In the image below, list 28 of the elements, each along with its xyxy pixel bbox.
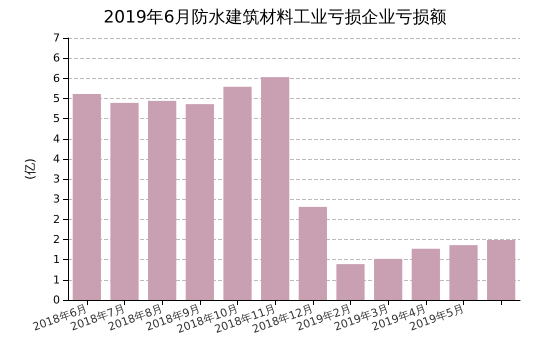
y-axis-title: (亿) (23, 158, 37, 180)
bar (261, 77, 290, 300)
y-tick-label: 4 (53, 152, 60, 166)
y-tick-label: 0 (53, 294, 60, 306)
bar (412, 248, 440, 300)
bar (186, 104, 214, 300)
y-tick-label: 6 (53, 72, 60, 85)
y-tick-label: 3 (53, 192, 60, 206)
bar (298, 206, 327, 300)
bar (223, 86, 252, 300)
bar (374, 258, 402, 300)
bar (336, 264, 365, 300)
y-tick-label: 5 (53, 92, 60, 105)
bar (110, 102, 139, 300)
bar (148, 100, 176, 300)
y-tick-label: 7 (53, 32, 60, 44)
y-tick-label: 2 (53, 233, 60, 246)
y-tick-label: 1 (53, 253, 60, 266)
bar (449, 245, 478, 300)
bar (487, 240, 516, 300)
y-tick-label: 4 (53, 132, 60, 146)
bar (72, 94, 101, 300)
y-tick-label: 6 (53, 52, 60, 65)
y-tick-label: 5 (53, 112, 60, 126)
y-tick-label: 2 (53, 212, 60, 226)
chart-title: 2019年6月防水建筑材料工业亏损企业亏损额 (103, 8, 447, 28)
y-tick-label: 1 (53, 273, 60, 286)
y-tick-label: 3 (53, 172, 60, 186)
